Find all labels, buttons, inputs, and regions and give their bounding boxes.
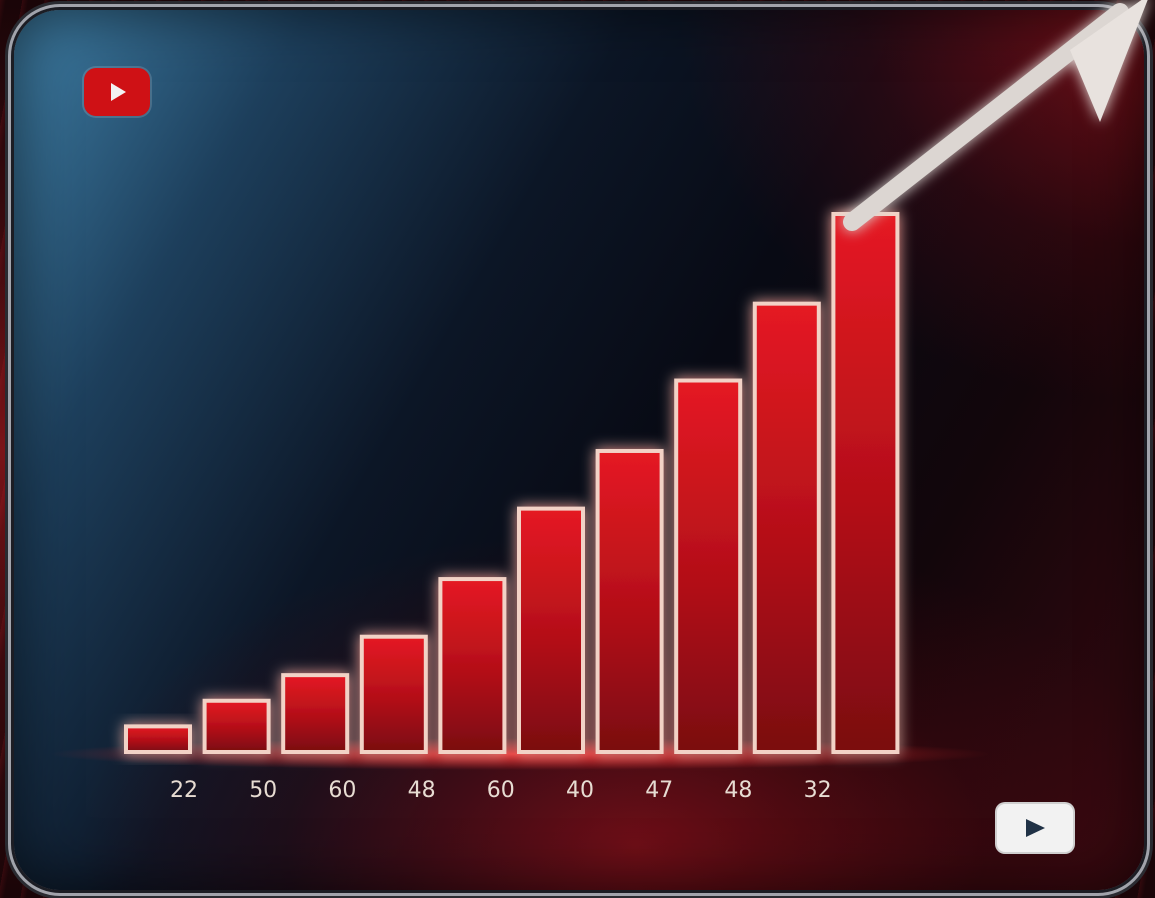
- play-icon[interactable]: [997, 804, 1073, 852]
- bar-7: [595, 448, 664, 754]
- bar-5: [438, 577, 507, 754]
- x-tick-label: 22: [170, 778, 198, 803]
- x-tick-label: 40: [566, 778, 594, 803]
- bars-group: [124, 212, 900, 755]
- tick-labels-group: 22 50 60 48 60 40 47 48 32: [170, 778, 832, 803]
- x-tick-label: 60: [487, 778, 515, 803]
- x-tick-label: 47: [645, 778, 673, 803]
- x-tick-label: 32: [804, 778, 832, 803]
- bar-4: [359, 634, 428, 755]
- bar-10: [831, 212, 900, 754]
- bar-6: [517, 506, 585, 754]
- x-tick-label: 60: [328, 778, 356, 803]
- trend-arrow-icon: [843, 0, 1148, 231]
- youtube-logo-icon: [84, 68, 150, 116]
- bar-2: [202, 698, 271, 754]
- bar-9: [752, 301, 821, 754]
- bar-1: [124, 724, 192, 755]
- x-tick-label: 50: [249, 778, 277, 803]
- bar-3: [281, 673, 350, 755]
- x-tick-label: 48: [408, 778, 436, 803]
- bar-8: [674, 378, 743, 754]
- x-tick-label: 48: [724, 778, 752, 803]
